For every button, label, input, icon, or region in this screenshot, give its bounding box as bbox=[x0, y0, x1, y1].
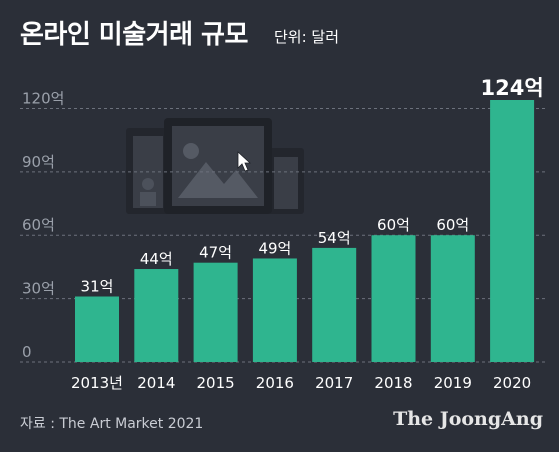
x-tick-label: 2020 bbox=[493, 374, 531, 392]
data-label: 124억 bbox=[481, 76, 544, 100]
x-tick-label: 2013년 bbox=[71, 374, 123, 392]
y-tick-label: 60억 bbox=[22, 216, 55, 234]
x-tick-label: 2017 bbox=[315, 374, 353, 392]
bar bbox=[75, 296, 119, 362]
y-tick-label: 90억 bbox=[22, 153, 55, 171]
data-label: 44억 bbox=[140, 250, 173, 268]
bar bbox=[134, 269, 179, 362]
y-tick-label: 30억 bbox=[22, 280, 55, 298]
data-label: 60억 bbox=[436, 216, 469, 234]
y-tick-label: 0 bbox=[22, 343, 32, 361]
bar bbox=[193, 262, 238, 362]
brand-logo-text: The JoongAng bbox=[393, 408, 543, 430]
x-tick-label: 2018 bbox=[374, 374, 412, 392]
y-tick-label: 120억 bbox=[22, 89, 64, 107]
bar bbox=[252, 258, 297, 362]
devices-gallery-icon bbox=[126, 118, 304, 214]
data-label: 60억 bbox=[377, 216, 410, 234]
data-label: 54억 bbox=[318, 229, 351, 247]
bar bbox=[490, 100, 535, 362]
x-tick-label: 2016 bbox=[256, 374, 294, 392]
data-label: 47억 bbox=[199, 244, 232, 262]
bar bbox=[371, 235, 416, 362]
source-text: 자료 : The Art Market 2021 bbox=[20, 416, 204, 432]
x-tick-label: 2014 bbox=[137, 374, 175, 392]
bar bbox=[312, 247, 357, 362]
data-label: 49억 bbox=[258, 239, 291, 257]
data-label: 31억 bbox=[81, 278, 114, 296]
x-tick-label: 2015 bbox=[197, 374, 235, 392]
unit-label: 단위: 달러 bbox=[274, 28, 340, 46]
chart-title: 온라인 미술거래 규모 bbox=[20, 20, 248, 50]
bar bbox=[430, 235, 475, 362]
x-tick-label: 2019 bbox=[434, 374, 472, 392]
